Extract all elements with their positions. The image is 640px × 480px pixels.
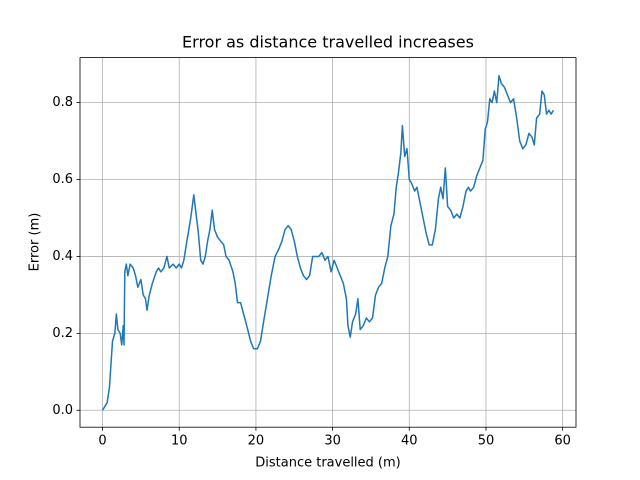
y-axis-label: Error (m)	[28, 213, 43, 272]
y-tick-label: 0.2	[52, 326, 73, 341]
x-tick-label: 50	[478, 434, 495, 449]
data-line	[101, 74, 555, 411]
x-tick-label: 40	[401, 434, 418, 449]
x-tick-label: 60	[554, 434, 571, 449]
y-tick-label: 0.0	[52, 403, 73, 418]
y-tick-label: 0.8	[52, 95, 73, 110]
x-axis-label: Distance travelled (m)	[255, 456, 401, 471]
y-tick-label: 0.4	[52, 249, 73, 264]
x-tick-label: 20	[248, 434, 265, 449]
x-tick-label: 10	[171, 434, 188, 449]
x-tick-label: 30	[324, 434, 341, 449]
axes-frame	[79, 57, 577, 428]
y-tick-label: 0.6	[52, 172, 73, 187]
x-tick-label: 0	[98, 434, 106, 449]
chart-title: Error as distance travelled increases	[182, 33, 474, 52]
